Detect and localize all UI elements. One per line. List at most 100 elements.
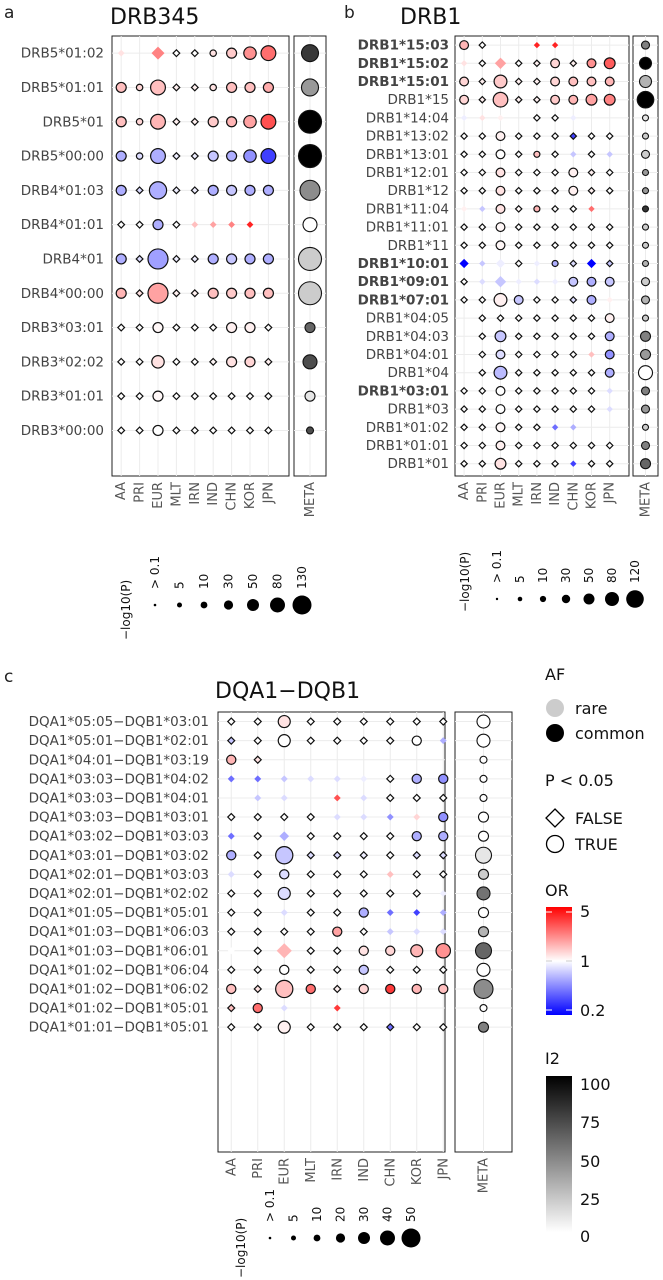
cell-point bbox=[606, 405, 613, 413]
meta-point bbox=[297, 246, 323, 272]
cell-point bbox=[150, 113, 167, 130]
cell-point bbox=[569, 223, 578, 232]
meta-point bbox=[639, 458, 652, 470]
cell-point bbox=[532, 441, 541, 450]
or-legend-title: OR bbox=[545, 881, 569, 900]
cell-point bbox=[460, 405, 469, 414]
cell-point bbox=[587, 332, 596, 341]
column-label: KOR bbox=[243, 482, 258, 509]
cell-point bbox=[359, 870, 369, 879]
column-label: IRN bbox=[330, 1158, 345, 1181]
cell-point bbox=[478, 77, 487, 86]
cell-point bbox=[190, 117, 200, 126]
cell-point bbox=[514, 204, 523, 213]
cell-point bbox=[208, 357, 218, 367]
cell-point bbox=[385, 717, 395, 726]
cell-point bbox=[551, 204, 560, 213]
cell-point bbox=[226, 850, 237, 861]
cell-point bbox=[412, 793, 422, 803]
cell-point bbox=[228, 221, 235, 229]
row-label: DRB5*01 bbox=[42, 114, 104, 130]
cell-point bbox=[244, 184, 256, 196]
cell-point bbox=[385, 965, 395, 975]
cell-point bbox=[551, 405, 560, 414]
cell-point bbox=[460, 186, 469, 195]
cell-point bbox=[359, 850, 369, 860]
cell-point bbox=[115, 150, 127, 162]
cell-point bbox=[532, 295, 541, 304]
cell-point bbox=[497, 114, 504, 122]
cell-point bbox=[264, 426, 273, 435]
cell-point bbox=[116, 220, 126, 229]
cell-point bbox=[460, 441, 469, 450]
size-legend-dot bbox=[292, 595, 312, 615]
cell-point bbox=[151, 355, 165, 369]
cell-point bbox=[604, 313, 615, 324]
cell-point bbox=[260, 148, 277, 165]
cell-point bbox=[605, 259, 614, 268]
cell-point bbox=[495, 149, 506, 160]
meta-point bbox=[476, 886, 491, 901]
cell-point bbox=[585, 93, 598, 106]
cell-point bbox=[226, 927, 236, 936]
meta-point bbox=[476, 733, 491, 748]
meta-point bbox=[474, 846, 493, 864]
meta-point bbox=[299, 179, 321, 201]
cell-point bbox=[514, 77, 523, 86]
cell-point bbox=[115, 116, 127, 128]
cell-point bbox=[360, 775, 368, 783]
size-legend-label: 30 bbox=[222, 574, 236, 589]
i2-tick-0: 0 bbox=[580, 1227, 590, 1246]
column-label: IND bbox=[206, 482, 221, 506]
size-legend-label: 10 bbox=[310, 1207, 324, 1222]
cell-point bbox=[253, 946, 263, 956]
cell-point bbox=[226, 965, 236, 975]
cell-point bbox=[495, 131, 506, 142]
cell-point bbox=[190, 83, 200, 92]
row-label: DQA1*01:05−DQB1*05:01 bbox=[29, 905, 209, 921]
size-legend-dot bbox=[247, 599, 259, 611]
cell-point bbox=[605, 459, 614, 468]
i2-tick-50: 50 bbox=[580, 1152, 600, 1171]
cell-point bbox=[190, 254, 200, 264]
cell-point bbox=[551, 314, 560, 323]
cell-point bbox=[243, 114, 257, 129]
panel-b-title: DRB1 bbox=[400, 5, 461, 30]
row-label: DRB4*00:00 bbox=[21, 286, 104, 302]
cell-point bbox=[332, 908, 342, 917]
cell-point bbox=[262, 81, 274, 94]
cell-point bbox=[115, 81, 127, 94]
cell-point bbox=[264, 357, 273, 367]
cell-point bbox=[386, 909, 394, 917]
meta-point bbox=[640, 277, 651, 287]
cell-point bbox=[460, 423, 469, 432]
meta-point bbox=[300, 44, 320, 63]
meta-point bbox=[479, 1003, 488, 1013]
size-legend-title: −log10(P) bbox=[458, 552, 472, 612]
cell-point bbox=[358, 945, 369, 956]
cell-point bbox=[478, 368, 487, 377]
cell-point bbox=[495, 167, 506, 178]
column-label: CHN bbox=[225, 482, 240, 511]
cell-point bbox=[332, 889, 342, 898]
cell-point bbox=[135, 289, 144, 298]
cell-point bbox=[262, 287, 274, 299]
cell-point bbox=[438, 773, 449, 785]
column-label: JPN bbox=[603, 482, 618, 504]
cell-point bbox=[569, 314, 578, 323]
cell-point bbox=[532, 223, 541, 232]
column-label: KOR bbox=[585, 482, 600, 509]
cell-point bbox=[569, 350, 578, 359]
cell-point bbox=[243, 46, 257, 60]
cell-point bbox=[172, 83, 181, 92]
cell-point bbox=[260, 45, 277, 62]
cell-point bbox=[514, 168, 523, 177]
size-legend-dot bbox=[291, 1235, 296, 1241]
meta-point bbox=[641, 423, 650, 431]
cell-point bbox=[253, 984, 263, 994]
cell-point bbox=[253, 850, 263, 860]
cell-point bbox=[264, 391, 273, 401]
cell-point bbox=[569, 259, 578, 268]
meta-point bbox=[641, 168, 650, 177]
cell-point bbox=[460, 459, 469, 468]
